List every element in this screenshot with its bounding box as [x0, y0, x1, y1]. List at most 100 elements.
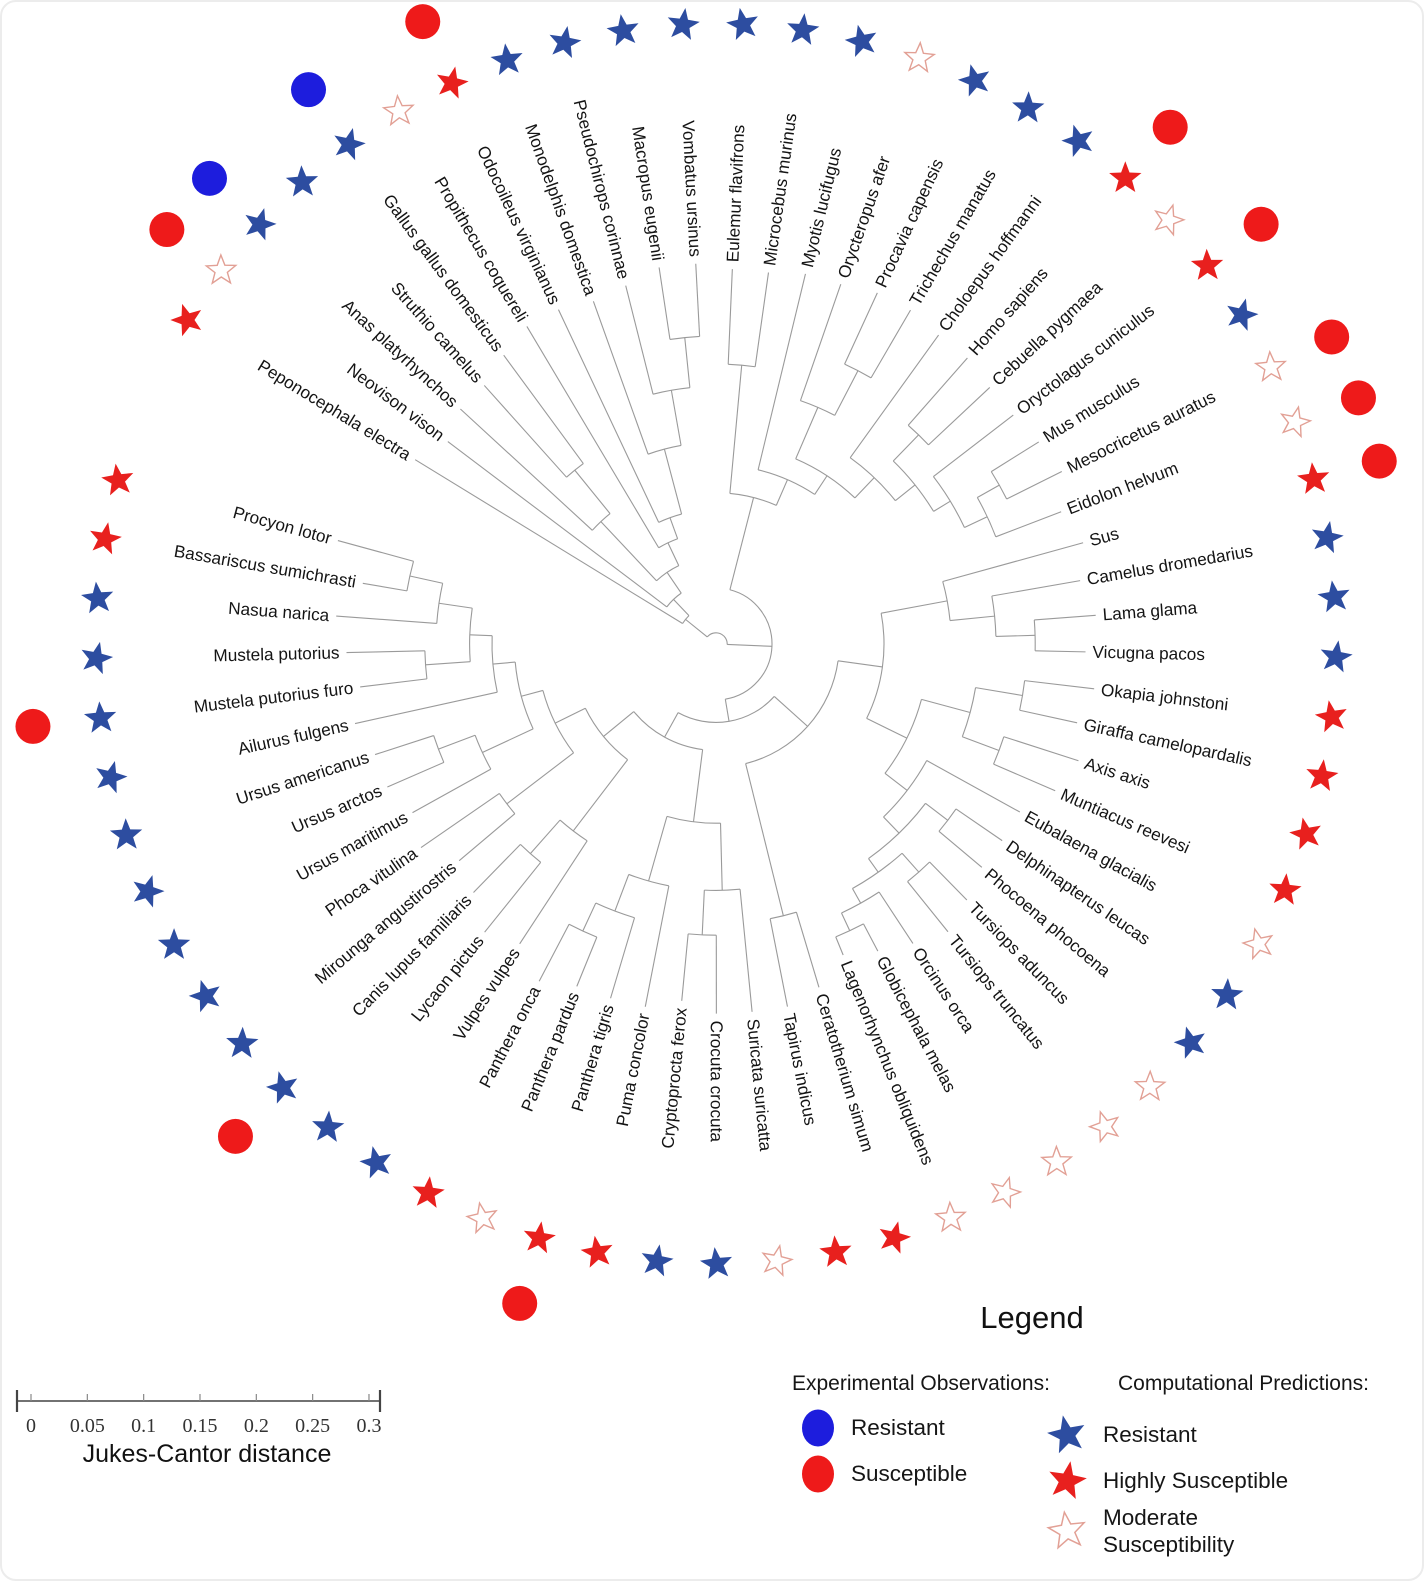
prediction-resistant-star-icon — [1058, 120, 1098, 159]
leaf-branch — [770, 919, 787, 1007]
species-label: Microcebus murinus — [759, 112, 800, 267]
leaf-branch — [459, 814, 515, 861]
leaf-branch — [659, 267, 670, 339]
prediction-resistant-star-icon — [1210, 977, 1244, 1009]
prediction-highly-susceptible-star-icon — [1268, 872, 1303, 905]
marker-group — [86, 519, 124, 555]
leaf-branch — [1020, 710, 1077, 723]
leaf-branch — [863, 924, 877, 951]
leaf-branch — [939, 831, 982, 867]
legend-item-computational-resistant: Resistant — [1044, 1412, 1197, 1458]
leaf-branch — [413, 769, 491, 813]
marker-group — [987, 1174, 1023, 1209]
internal-branch — [664, 449, 681, 514]
internal-branch — [410, 576, 443, 583]
legend-item-label: Resistant — [1103, 1421, 1197, 1448]
prediction-highly-susceptible-star-icon — [818, 1234, 853, 1267]
internal-branch — [855, 478, 874, 498]
species-label: Axis axis — [1082, 753, 1153, 793]
leaf-branch — [355, 692, 497, 723]
marker-group — [240, 204, 280, 242]
internal-branch — [439, 603, 472, 608]
prediction-resistant-star-icon — [489, 41, 525, 75]
species-label: Panthera tigris — [567, 1002, 618, 1114]
leaf-branch — [415, 460, 682, 624]
prediction-resistant-star-icon — [158, 928, 190, 959]
prediction-moderate-susceptibility-star-icon — [1042, 1146, 1072, 1175]
species-label: Suricata suricatta — [743, 1018, 776, 1153]
legend-experimental-header: Experimental Observations: — [792, 1372, 1050, 1396]
leaf-branch — [1034, 615, 1095, 620]
internal-branch — [774, 696, 807, 726]
species-label: Choloepus hoffmanni — [934, 192, 1045, 335]
internal-branch — [665, 713, 679, 738]
marker-group — [665, 6, 701, 41]
leaf-branch — [484, 385, 566, 477]
legend-title: Legend — [922, 1300, 1142, 1336]
marker-group — [904, 42, 935, 72]
marker-group — [185, 975, 225, 1014]
prediction-highly-susceptible-star-icon — [86, 519, 124, 555]
internal-branch — [470, 635, 492, 636]
leaf-branch — [347, 651, 425, 653]
species-label: Mustela putorius furo — [193, 678, 355, 717]
observation-susceptible-circle-icon — [218, 1119, 253, 1154]
internal-branch — [702, 890, 704, 935]
internal-branch — [671, 390, 681, 445]
marker-group — [357, 1143, 395, 1180]
species-label: Procyon lotor — [231, 502, 334, 548]
leaf-branch — [474, 844, 521, 892]
leaf-branch — [696, 264, 700, 337]
internal-branch — [693, 750, 702, 822]
marker-group — [842, 21, 880, 58]
internal-branch — [426, 662, 471, 665]
observation-susceptible-circle-icon — [502, 1286, 537, 1321]
marker-group — [875, 1217, 914, 1255]
leaf-branch — [375, 736, 434, 755]
internal-branch — [667, 572, 681, 593]
prediction-moderate-susceptibility-star-icon — [383, 95, 415, 126]
species-label: Mustela putorius — [213, 642, 340, 665]
internal-branch — [685, 338, 690, 388]
prediction-resistant-star-icon — [638, 1242, 675, 1278]
observation-susceptible-circle-icon — [1341, 380, 1376, 415]
internal-branch — [482, 729, 533, 753]
prediction-resistant-star-icon — [128, 870, 168, 909]
internal-branch — [668, 543, 679, 566]
legend-item-experimental-resistant: Resistant — [798, 1406, 945, 1450]
marker-group — [785, 12, 820, 46]
leaf-branch — [593, 301, 648, 454]
leaf-branch — [387, 762, 443, 787]
leaf-branch — [360, 679, 427, 687]
marker-group — [546, 23, 583, 59]
prediction-resistant-star-icon — [1316, 578, 1352, 613]
species-label: Okapia johnstoni — [1100, 679, 1230, 714]
leaf-branch — [930, 862, 967, 900]
internal-branch — [730, 498, 754, 590]
prediction-highly-susceptible-star-icon — [433, 63, 471, 100]
marker-group — [521, 1219, 557, 1254]
prediction-moderate-susceptibility-star-icon — [1255, 351, 1286, 381]
marker-group — [1210, 977, 1244, 1009]
marker-group — [83, 700, 117, 733]
prediction-resistant-star-icon — [842, 21, 880, 58]
legend-panel: Legend Experimental Observations: Resist… — [772, 1290, 1424, 1583]
scale-tick-label: 0.05 — [70, 1415, 105, 1437]
prediction-resistant-star-icon — [665, 6, 701, 41]
marker-group — [330, 124, 369, 162]
leaf-branch — [1007, 472, 1062, 499]
prediction-resistant-star-icon — [699, 1245, 735, 1279]
prediction-moderate-susceptibility-star-icon — [206, 255, 236, 284]
legend-item-label: Resistant — [851, 1414, 945, 1441]
prediction-resistant-star-icon — [1170, 1022, 1210, 1060]
leaf-branch — [611, 918, 635, 999]
marker-group — [80, 580, 115, 614]
species-label: Macropus eugenii — [628, 125, 668, 262]
internal-branch — [815, 476, 827, 495]
observation-susceptible-circle-icon — [1244, 207, 1279, 242]
internal-branch — [962, 737, 999, 751]
prediction-resistant-star-icon — [1308, 518, 1346, 554]
leaf-branch — [879, 892, 913, 943]
prediction-resistant-star-icon — [330, 124, 369, 162]
prediction-resistant-star-icon — [785, 12, 820, 46]
